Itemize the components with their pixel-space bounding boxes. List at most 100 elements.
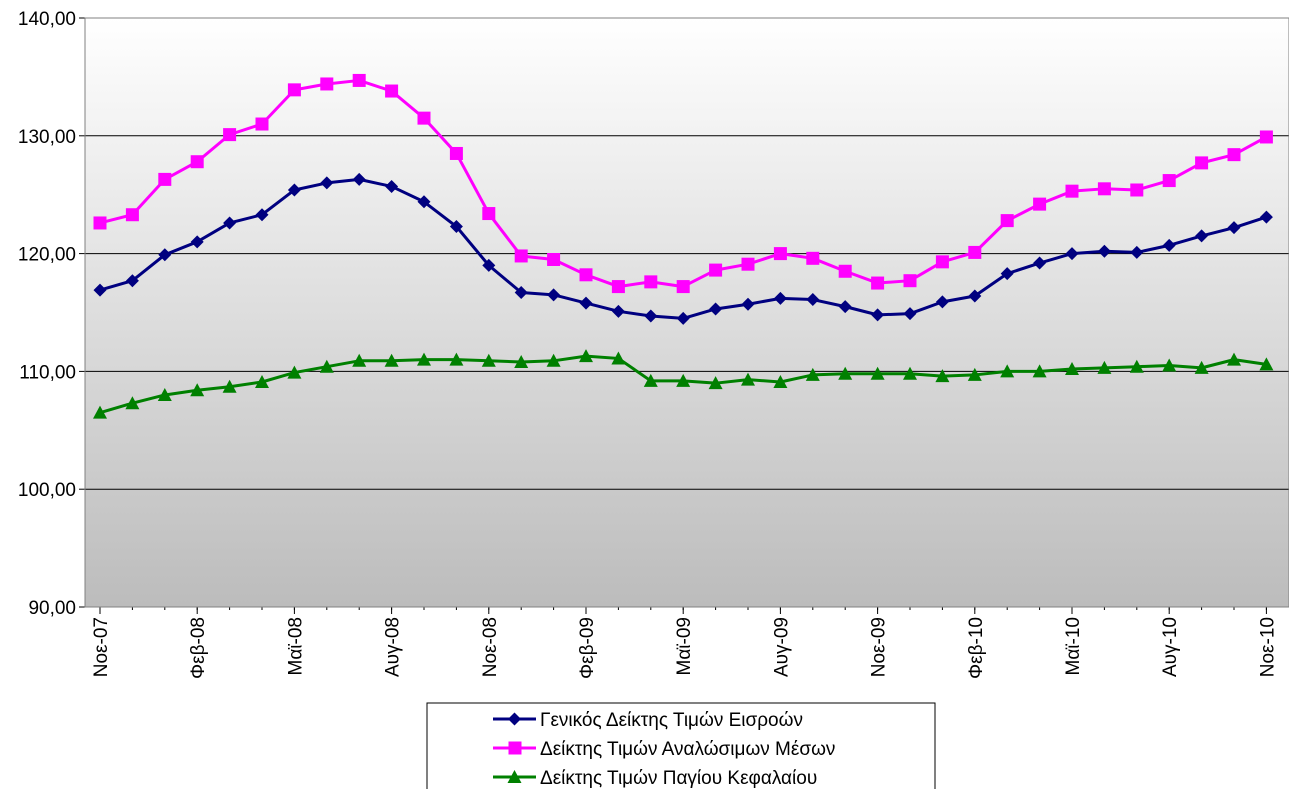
data-point xyxy=(1162,238,1176,252)
data-point xyxy=(579,296,593,310)
series-0 xyxy=(93,172,1273,325)
data-point xyxy=(287,365,302,379)
data-point xyxy=(352,172,366,186)
series-1 xyxy=(93,73,1273,294)
data-point xyxy=(968,289,982,303)
data-point xyxy=(125,274,139,288)
data-point xyxy=(741,297,755,311)
data-point xyxy=(709,263,723,277)
data-point xyxy=(223,216,237,230)
data-point xyxy=(514,249,528,263)
data-point xyxy=(1162,174,1176,188)
data-point xyxy=(773,375,788,389)
series-layer xyxy=(93,73,1274,419)
data-point xyxy=(222,379,237,393)
data-point xyxy=(1194,360,1209,374)
data-point xyxy=(481,353,496,367)
data-point xyxy=(611,280,625,294)
data-point xyxy=(1227,148,1241,162)
data-point xyxy=(384,353,399,367)
x-tick-label: Μαϊ-09 xyxy=(674,617,695,676)
plot-border xyxy=(84,17,1289,608)
data-point xyxy=(871,276,885,290)
x-tick-label: Νοε-08 xyxy=(480,617,501,677)
x-tick-label: Φεβ-08 xyxy=(188,617,209,679)
data-point xyxy=(1195,156,1209,170)
data-point xyxy=(1097,182,1111,196)
data-point xyxy=(1259,210,1273,224)
data-point xyxy=(838,264,852,278)
data-point xyxy=(1130,183,1144,197)
data-point xyxy=(190,383,205,397)
data-point xyxy=(773,247,787,261)
data-point xyxy=(125,208,139,222)
data-point xyxy=(838,366,853,380)
y-tick-label: 100,00 xyxy=(18,480,76,501)
data-point xyxy=(644,309,658,323)
data-point xyxy=(287,183,301,197)
data-point xyxy=(741,257,755,271)
gridlines xyxy=(85,135,1289,490)
data-point xyxy=(806,251,820,265)
x-tick-label: Φεβ-09 xyxy=(577,617,598,679)
data-point xyxy=(676,280,690,294)
data-point xyxy=(223,128,237,142)
data-point xyxy=(579,268,593,282)
data-point xyxy=(1097,360,1112,374)
data-point xyxy=(1065,247,1079,261)
data-point xyxy=(547,288,561,302)
data-point xyxy=(1000,267,1014,281)
data-point xyxy=(1129,359,1144,373)
data-point xyxy=(935,369,950,383)
data-point xyxy=(935,295,949,309)
data-point xyxy=(1097,244,1111,258)
y-tick-label: 130,00 xyxy=(18,127,76,148)
data-point xyxy=(449,146,463,160)
data-point xyxy=(190,155,204,169)
x-tick-label: Φεβ-10 xyxy=(966,617,987,679)
data-point xyxy=(838,300,852,314)
data-point xyxy=(903,274,917,288)
data-point xyxy=(1065,184,1079,198)
data-point xyxy=(806,293,820,307)
data-point xyxy=(709,302,723,316)
data-point xyxy=(255,375,269,389)
data-point xyxy=(611,351,626,365)
data-point xyxy=(255,208,269,222)
data-point xyxy=(1259,130,1273,144)
data-point xyxy=(287,83,301,97)
data-point xyxy=(417,352,431,366)
data-point xyxy=(1065,362,1079,376)
data-point xyxy=(676,311,690,325)
data-point xyxy=(482,258,496,272)
data-point xyxy=(385,179,399,193)
x-tick-label: Νοε-07 xyxy=(91,617,112,677)
data-point xyxy=(611,304,625,318)
data-point xyxy=(93,283,107,297)
x-tick-label: Αυγ-08 xyxy=(383,617,404,677)
data-point xyxy=(1033,256,1047,270)
data-point xyxy=(935,255,949,269)
data-point xyxy=(1130,245,1144,259)
data-point xyxy=(547,252,561,266)
data-point xyxy=(903,307,917,321)
data-point xyxy=(805,367,820,381)
data-point xyxy=(190,235,204,249)
x-tick-label: Μαϊ-10 xyxy=(1063,617,1084,676)
y-axis: 90,00 100,00 110,00 120,00 130,00 140,00 xyxy=(18,9,85,619)
data-point xyxy=(385,84,399,98)
data-point xyxy=(449,352,464,366)
y-tick-label: 110,00 xyxy=(19,362,76,383)
data-point xyxy=(1227,352,1241,366)
data-point xyxy=(708,376,723,390)
data-point xyxy=(546,353,561,367)
data-point xyxy=(157,387,172,401)
data-point xyxy=(903,366,917,380)
data-point xyxy=(93,405,107,419)
data-point xyxy=(1032,364,1047,378)
data-point xyxy=(482,207,496,221)
legend-label-consumables: Δείκτης Τιμών Αναλώσιμων Μέσων xyxy=(540,739,835,760)
series-2 xyxy=(93,349,1274,419)
data-point xyxy=(352,353,367,367)
